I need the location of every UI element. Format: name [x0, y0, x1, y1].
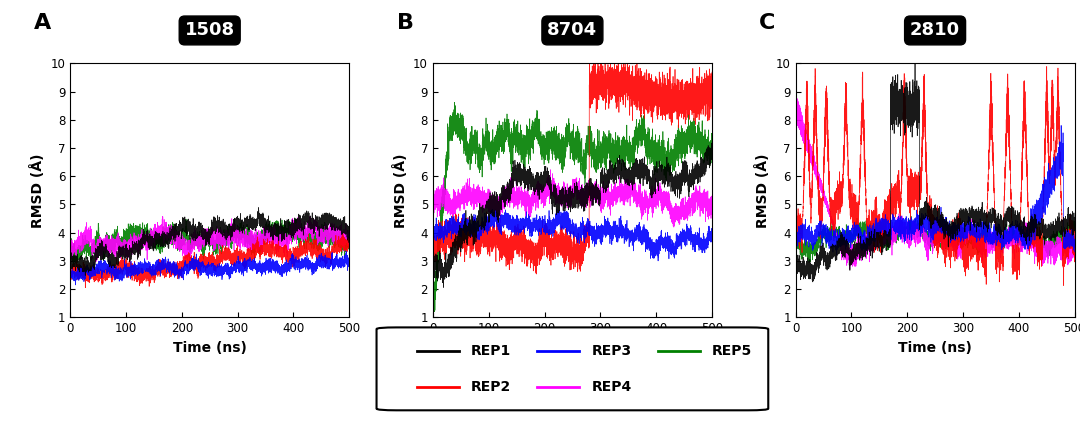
Y-axis label: RMSD (Å): RMSD (Å)	[30, 153, 45, 228]
X-axis label: Time (ns): Time (ns)	[899, 341, 972, 354]
X-axis label: Time (ns): Time (ns)	[536, 341, 609, 354]
Text: 8704: 8704	[548, 22, 597, 39]
Text: C: C	[759, 13, 775, 33]
X-axis label: Time (ns): Time (ns)	[173, 341, 246, 354]
FancyBboxPatch shape	[377, 327, 768, 410]
Text: REP4: REP4	[592, 379, 632, 394]
Text: REP3: REP3	[592, 344, 632, 358]
Text: REP1: REP1	[471, 344, 511, 358]
Text: A: A	[33, 13, 51, 33]
Y-axis label: RMSD (Å): RMSD (Å)	[755, 153, 770, 228]
Text: REP5: REP5	[712, 344, 753, 358]
Y-axis label: RMSD (Å): RMSD (Å)	[393, 153, 407, 228]
Text: B: B	[396, 13, 414, 33]
Text: 1508: 1508	[185, 22, 234, 39]
Text: REP2: REP2	[471, 379, 511, 394]
Text: 2810: 2810	[910, 22, 960, 39]
